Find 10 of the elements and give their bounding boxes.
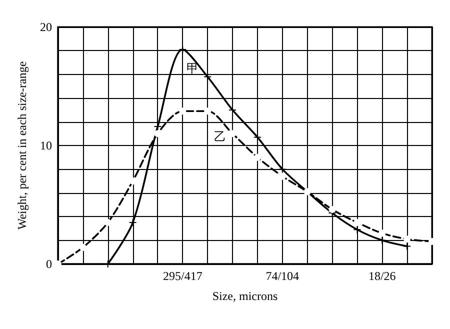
series-label: 乙: [214, 130, 226, 144]
x-tick-label: 295/417: [162, 269, 202, 283]
y-axis-title: Weight, per cent in each size-range: [15, 61, 29, 230]
x-axis-title: Size, microns: [212, 289, 278, 303]
series-label: 甲: [186, 62, 199, 76]
y-tick-label: 20: [40, 20, 52, 34]
y-tick-label: 10: [40, 138, 52, 152]
x-tick-label: 18/26: [368, 269, 396, 283]
x-tick-label: 74/104: [266, 269, 300, 283]
y-tick-label: 0: [46, 257, 52, 271]
